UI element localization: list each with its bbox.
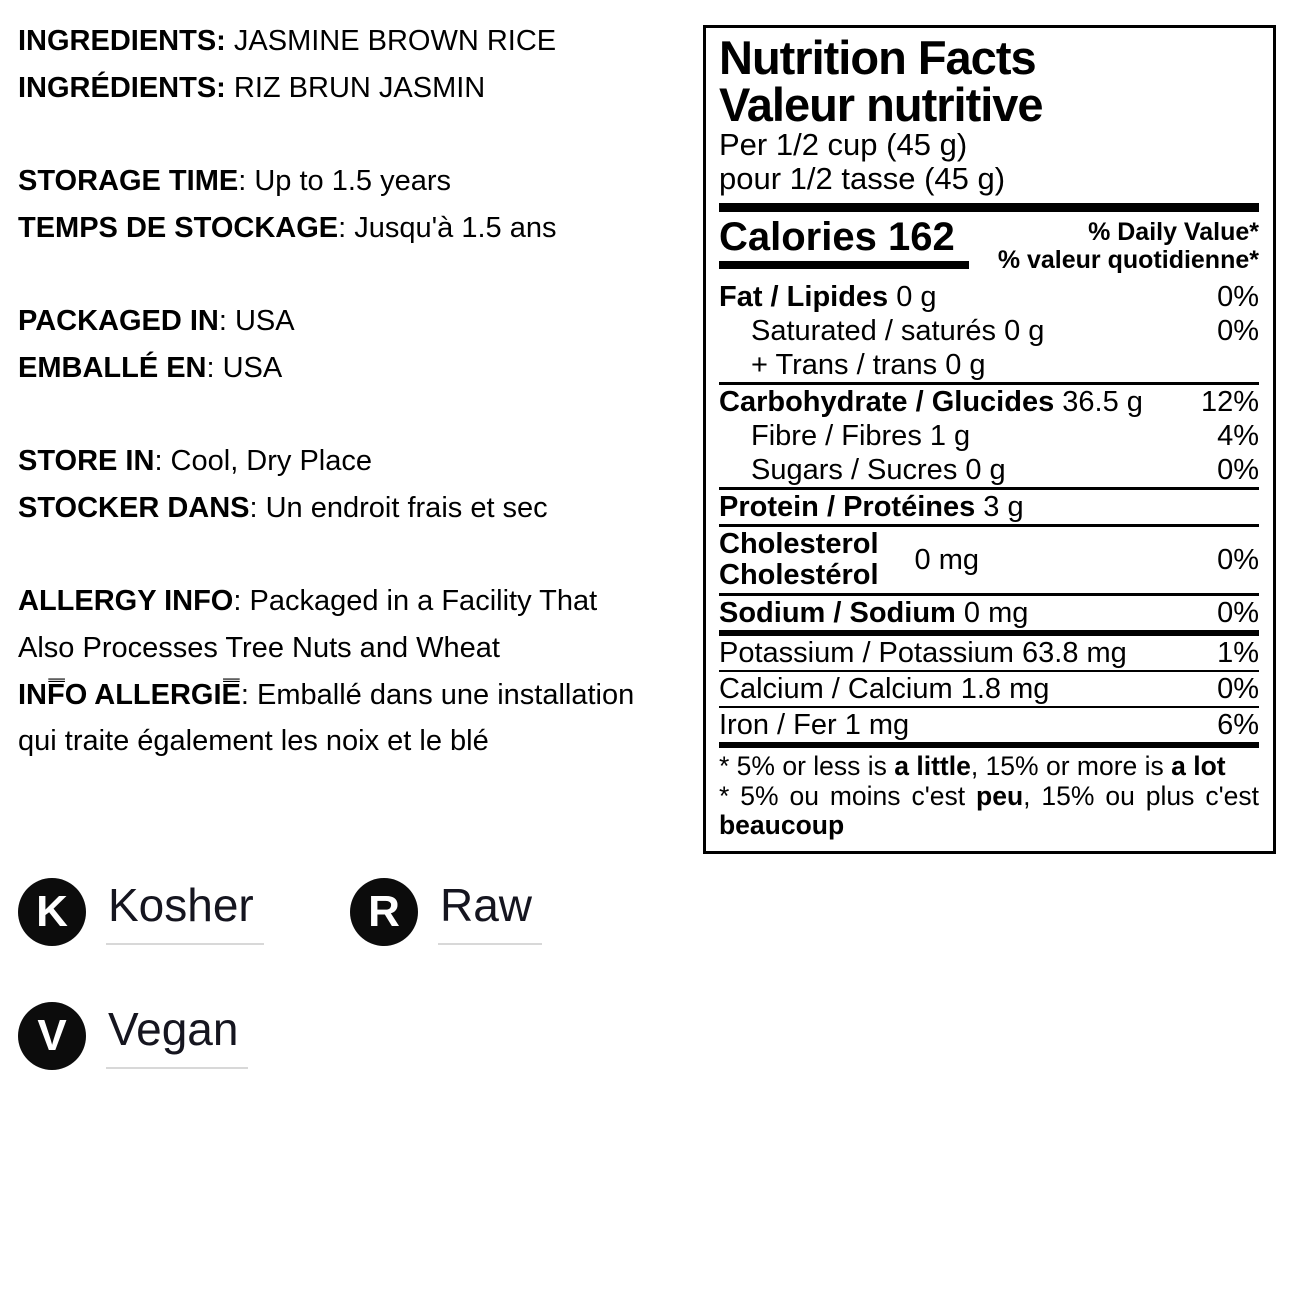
row-sugars: Sugars / Sucres 0 g 0% xyxy=(751,454,1259,486)
packaged-in-section: PACKAGED IN: USA EMBALLÉ EN: USA xyxy=(18,298,708,392)
allergy-fr-label: INF̿O ALLERGIE̿ xyxy=(18,678,241,711)
calories-line: Calories 162 xyxy=(719,215,969,269)
allergy-en-line1: ALLERGY INFO: Packaged in a Facility Tha… xyxy=(18,578,708,625)
daily-value-header-fr: % valeur quotidienne* xyxy=(997,246,1259,274)
sodium-dv: 0% xyxy=(1217,597,1259,629)
fat-dv: 0% xyxy=(1217,281,1259,313)
storage-time-fr-label: TEMPS DE STOCKAGE xyxy=(18,211,339,244)
serving-size-en: Per 1/2 cup (45 g) xyxy=(719,127,968,162)
ingredients-fr: INGRÉDIENTS: RIZ BRUN JASMIN xyxy=(18,65,708,112)
carbohydrate-dv: 12% xyxy=(1200,386,1259,418)
storage-time-section: STORAGE TIME: Up to 1.5 years TEMPS DE S… xyxy=(18,158,708,252)
badges-row-1: K Kosher R Raw xyxy=(18,878,543,946)
header-divider-bar xyxy=(719,203,1259,212)
footnote: * 5% or less is a little, 15% or more is… xyxy=(719,742,1259,841)
sugars-dv: 0% xyxy=(1217,454,1259,486)
store-in-en: STORE IN: Cool, Dry Place xyxy=(18,438,708,485)
allergy-en-rest: : Packaged in a Facility That xyxy=(233,585,598,617)
row-fibre: Fibre / Fibres 1 g 4% xyxy=(751,420,1259,452)
badges-row-2: V Vegan xyxy=(18,1002,249,1070)
raw-badge: R Raw xyxy=(350,878,543,946)
raw-label: Raw xyxy=(438,879,543,945)
ingredients-en-label: INGREDIENTS: xyxy=(18,25,226,57)
vegan-badge: V Vegan xyxy=(18,1002,249,1070)
ingredients-fr-value: RIZ BRUN JASMIN xyxy=(225,71,486,104)
allergy-info-section: ALLERGY INFO: Packaged in a Facility Tha… xyxy=(18,578,708,765)
row-saturated: Saturated / saturés 0 g 0% xyxy=(751,315,1259,347)
row-sodium: Sodium / Sodium 0 mg 0% xyxy=(719,593,1259,630)
nutrient-rows: Fat / Lipides 0 g 0% Saturated / saturés … xyxy=(719,280,1259,742)
nutrition-title-en: Nutrition Facts xyxy=(719,31,1037,84)
packaged-in-en-value: : USA xyxy=(218,305,295,337)
storage-time-en-label: STORAGE TIME xyxy=(18,165,239,197)
store-in-section: STORE IN: Cool, Dry Place STOCKER DANS: … xyxy=(18,438,708,532)
row-fat: Fat / Lipides 0 g 0% xyxy=(719,281,1259,313)
calories-section: Calories 162 % Daily Value* % valeur quo… xyxy=(719,215,1259,277)
daily-value-header: % Daily Value* % valeur quotidienne* xyxy=(998,218,1259,274)
kosher-badge: K Kosher xyxy=(18,878,350,946)
allergy-fr-rest: : Emballé dans une installation xyxy=(240,678,635,711)
allergy-fr-line2: qui traite également les noix et le blé xyxy=(18,725,489,758)
packaged-in-en-label: PACKAGED IN xyxy=(18,305,219,337)
raw-icon: R xyxy=(350,878,418,946)
row-carbohydrate: Carbohydrate / Glucides 36.5 g 12% xyxy=(719,382,1259,419)
store-in-fr-value: : Un endroit frais et sec xyxy=(249,491,548,524)
nutrition-facts-panel: Nutrition Facts Valeur nutritive Per 1/2… xyxy=(703,25,1276,854)
potassium-dv: 1% xyxy=(1217,637,1259,669)
footnote-fr-bold: beaucoup xyxy=(719,810,845,840)
store-in-en-value: : Cool, Dry Place xyxy=(154,445,373,477)
packaged-in-fr: EMBALLÉ EN: USA xyxy=(18,345,708,392)
calcium-dv: 0% xyxy=(1217,673,1259,705)
kosher-icon: K xyxy=(18,878,86,946)
cholesterol-en: Cholesterol xyxy=(719,528,879,560)
ingredients-en: INGREDIENTS: JASMINE BROWN RICE xyxy=(18,18,708,65)
footnote-fr: * 5% ou moins c'est peu, 15% ou plus c'e… xyxy=(719,780,1259,811)
nutrition-title-fr: Valeur nutritive xyxy=(719,78,1044,131)
packaged-in-en: PACKAGED IN: USA xyxy=(18,298,708,345)
row-cholesterol: Cholesterol Cholestérol 0 mg 0% xyxy=(719,524,1259,593)
daily-value-header-en: % Daily Value* xyxy=(1088,218,1259,246)
calories-label: Calories xyxy=(719,215,877,259)
allergy-en-label: ALLERGY INFO xyxy=(18,585,234,617)
store-in-fr: STOCKER DANS: Un endroit frais et sec xyxy=(18,485,708,532)
store-in-fr-label: STOCKER DANS xyxy=(18,491,250,524)
allergy-fr-line1: INF̿O ALLERGIE̿: Emballé dans une instal… xyxy=(18,672,708,719)
packaged-in-fr-value: : USA xyxy=(206,351,283,384)
calories-value: 162 xyxy=(887,215,955,259)
cholesterol-dv: 0% xyxy=(1217,543,1259,576)
storage-time-en: STORAGE TIME: Up to 1.5 years xyxy=(18,158,708,205)
row-iron: Iron / Fer 1 mg 6% xyxy=(719,706,1259,742)
cholesterol-fr: Cholestérol xyxy=(719,559,879,591)
row-calcium: Calcium / Calcium 1.8 mg 0% xyxy=(719,670,1259,706)
row-potassium: Potassium / Potassium 63.8 mg 1% xyxy=(719,630,1259,670)
serving-size-fr: pour 1/2 tasse (45 g) xyxy=(719,161,1006,196)
vegan-icon: V xyxy=(18,1002,86,1070)
allergy-en-line2: Also Processes Tree Nuts and Wheat xyxy=(18,631,500,664)
row-trans: + Trans / trans 0 g xyxy=(751,349,986,381)
saturated-dv: 0% xyxy=(1217,315,1259,347)
store-in-en-label: STORE IN xyxy=(18,445,155,477)
vegan-label: Vegan xyxy=(106,1003,249,1069)
iron-dv: 6% xyxy=(1217,709,1259,741)
footnote-en: * 5% or less is a little, 15% or more is… xyxy=(719,751,1226,781)
storage-time-fr-value: : Jusqu'à 1.5 ans xyxy=(338,211,557,244)
packaged-in-fr-label: EMBALLÉ EN xyxy=(18,351,207,384)
storage-time-en-value: : Up to 1.5 years xyxy=(238,165,451,197)
ingredients-section: INGREDIENTS: JASMINE BROWN RICE INGRÉDIE… xyxy=(18,18,708,112)
row-protein: Protein / Protéines 3 g xyxy=(719,487,1259,524)
ingredients-fr-label: INGRÉDIENTS: xyxy=(18,71,226,104)
ingredients-en-value: JASMINE BROWN RICE xyxy=(225,25,557,57)
fibre-dv: 4% xyxy=(1217,420,1259,452)
kosher-label: Kosher xyxy=(106,879,264,945)
cholesterol-amount: 0 mg xyxy=(914,543,980,576)
storage-time-fr: TEMPS DE STOCKAGE: Jusqu'à 1.5 ans xyxy=(18,205,708,252)
